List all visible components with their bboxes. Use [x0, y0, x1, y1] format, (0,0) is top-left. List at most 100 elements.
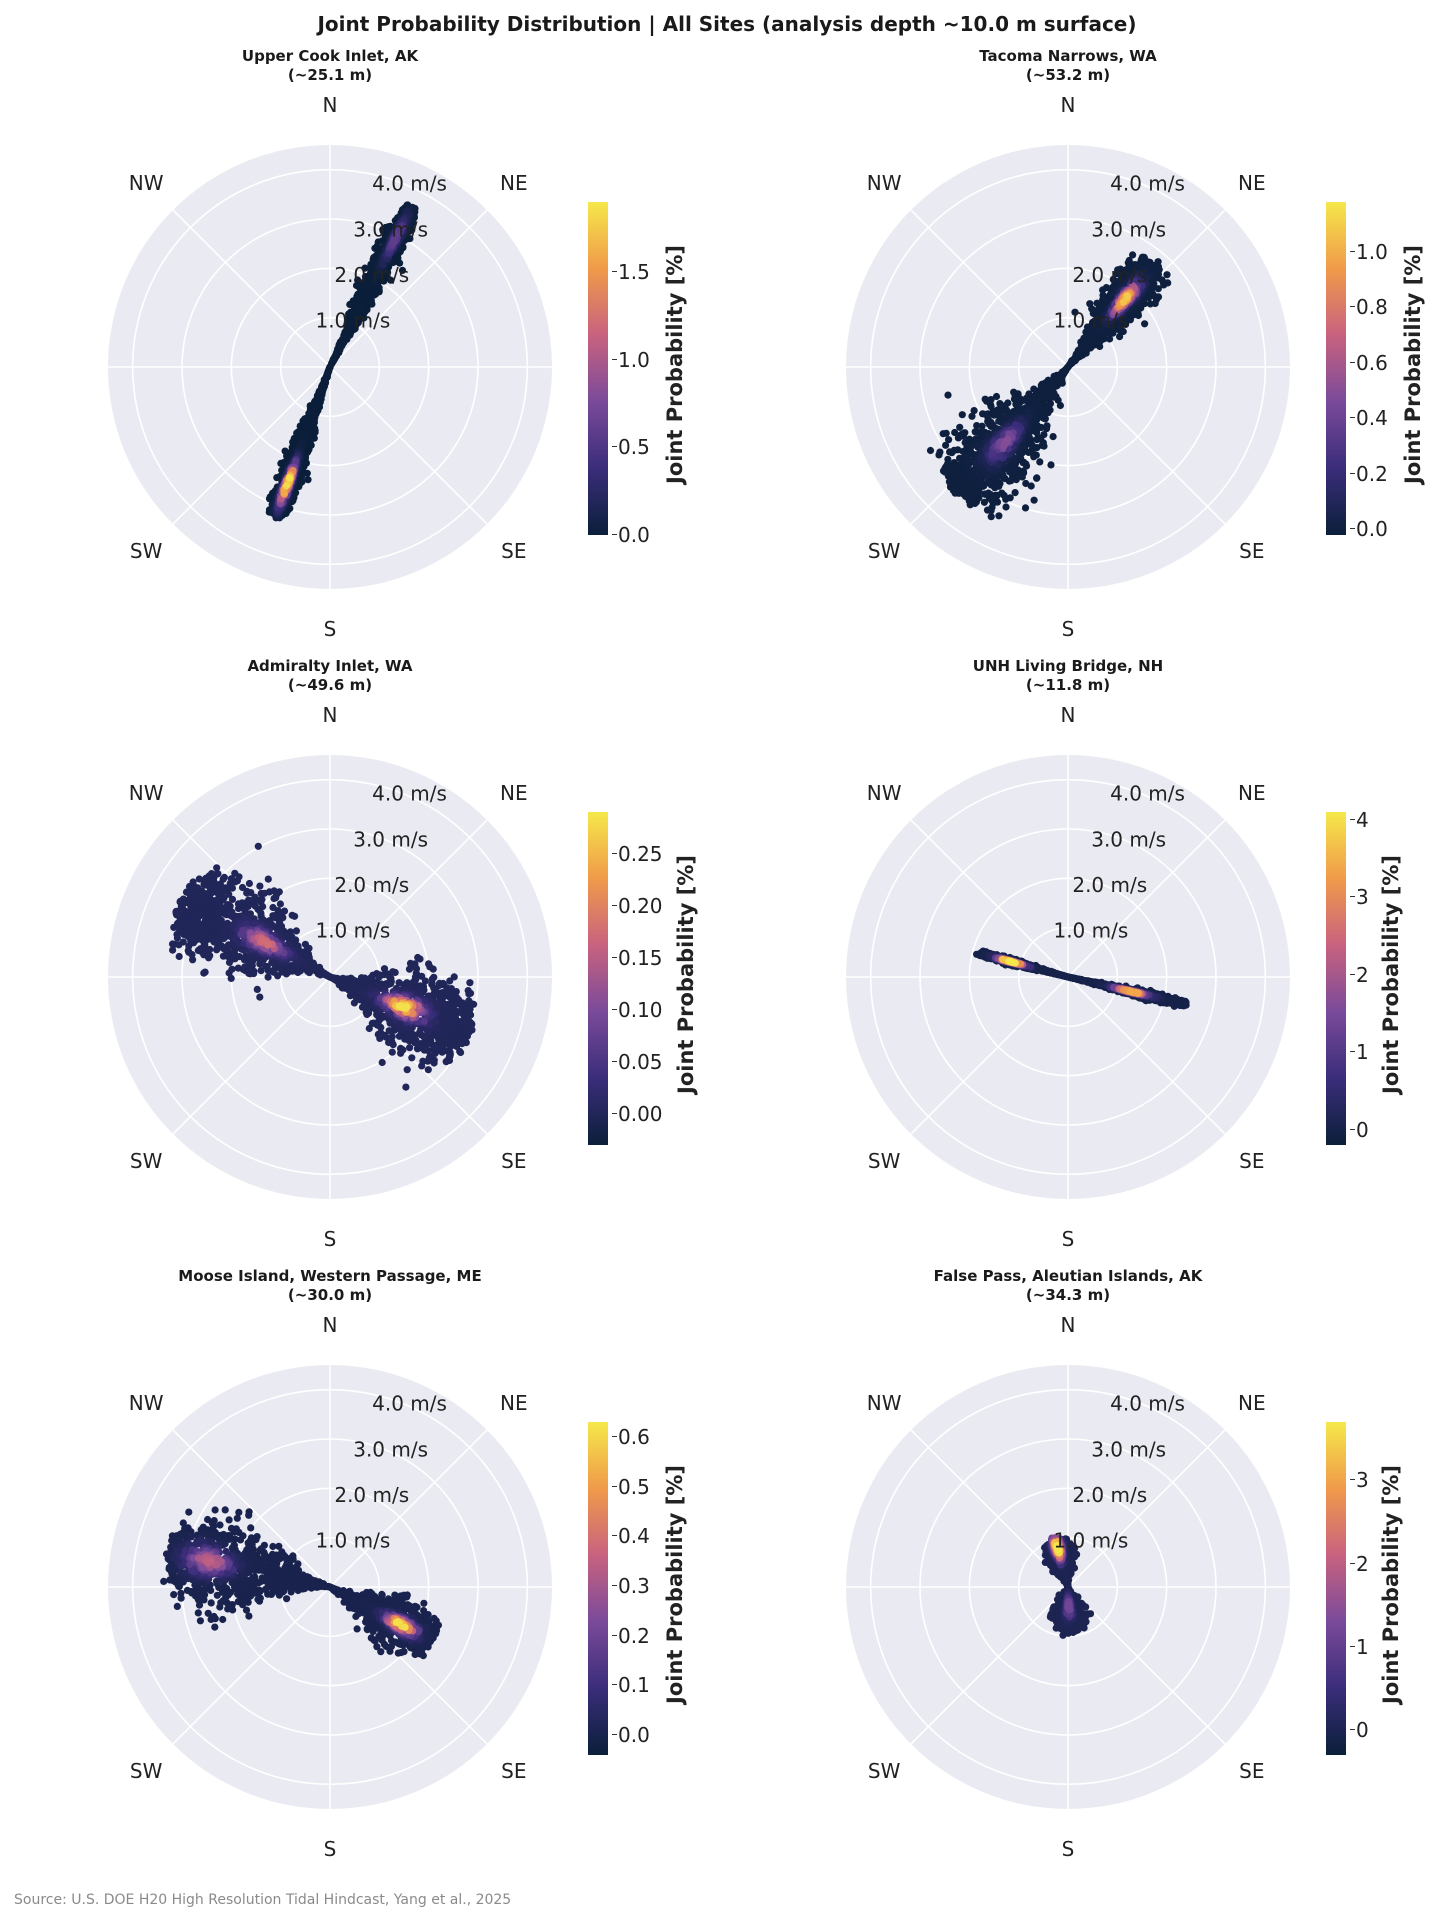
radial-gridline [181, 218, 479, 516]
radial-tick-label: 1.0 m/s [1053, 308, 1128, 332]
scatter-point [256, 882, 264, 890]
scatter-point [205, 913, 213, 921]
colorbar-tick-label: 0.4 [1350, 406, 1388, 431]
scatter-point [993, 491, 1001, 499]
scatter-point [1047, 461, 1055, 469]
colorbar-tick-label: 0.5 [612, 435, 650, 460]
scatter-point [466, 979, 474, 987]
angular-gridline [172, 366, 331, 525]
scatter-point [200, 909, 208, 917]
scatter-point [375, 973, 383, 981]
scatter-point [388, 1048, 396, 1056]
colorbar [588, 202, 608, 535]
angular-gridline [1067, 366, 1226, 525]
scatter-point [956, 423, 964, 431]
scatter-point [264, 875, 272, 883]
scatter-point [257, 889, 265, 898]
scatter-point [257, 967, 265, 975]
scatter-point [254, 842, 262, 850]
scatter-point [961, 457, 969, 465]
radial-tick-label: 3.0 m/s [353, 217, 428, 241]
scatter-point [288, 911, 296, 919]
radial-gridline [279, 316, 381, 418]
scatter-point [958, 487, 966, 495]
scatter-point [1044, 387, 1052, 395]
scatter-point [429, 965, 437, 973]
scatter-point [169, 946, 177, 954]
scatter-point [1049, 433, 1057, 441]
colorbar-tick-label: 1.5 [612, 260, 650, 285]
direction-label: NE [1238, 171, 1266, 195]
radial-gridline [968, 267, 1168, 467]
scatter-point [973, 422, 981, 430]
scatter-point [1036, 458, 1044, 466]
scatter-point [984, 410, 992, 418]
scatter-point [234, 904, 243, 913]
radial-tick-label: 2.0 m/s [334, 263, 409, 287]
scatter-point [970, 407, 978, 415]
colorbar-tick-label: 0.0 [1350, 517, 1388, 542]
scatter-point [377, 1023, 385, 1032]
scatter-point [936, 448, 944, 456]
scatter-point [421, 977, 429, 985]
scatter-point [945, 436, 953, 444]
scatter-point [235, 953, 243, 961]
scatter-point [391, 968, 399, 977]
scatter-point [942, 429, 950, 437]
scatter-point [228, 965, 236, 973]
radial-tick-label: 4.0 m/s [372, 172, 447, 196]
direction-label: SE [501, 539, 526, 563]
direction-label: N [323, 93, 338, 117]
scatter-point [424, 1066, 432, 1074]
angular-gridline [172, 209, 331, 368]
scatter-point [385, 1027, 393, 1035]
scatter-point [1163, 271, 1171, 279]
scatter-point [292, 927, 300, 935]
radial-tick-label: 1.0 m/s [315, 308, 390, 332]
scatter-point [1021, 504, 1030, 512]
colorbar-label: Joint Probability [%] [663, 244, 687, 484]
scatter-point [403, 1066, 411, 1074]
panel-title: Tacoma Narrows, WA (~53.2 m) [818, 47, 1318, 85]
scatter-point [959, 432, 967, 440]
scatter-point [980, 498, 988, 506]
scatter-point [283, 482, 291, 490]
panel-title: Upper Cook Inlet, AK (~25.1 m) [80, 47, 580, 85]
scatter-point [215, 911, 223, 919]
scatter-point [200, 880, 208, 888]
colorbar-tick-label: 0.0 [612, 523, 650, 547]
direction-label: S [324, 617, 337, 641]
scatter-point [213, 864, 221, 872]
scatter-point [200, 919, 208, 927]
scatter-point [241, 963, 249, 971]
scatter-point [397, 1044, 405, 1052]
scatter-point [405, 965, 414, 973]
scatter-point [1027, 482, 1035, 490]
panel-depth: (~25.1 m) [287, 66, 373, 84]
scatter-point [416, 955, 424, 963]
scatter-point [1071, 308, 1079, 316]
polar-plot: 1.0 m/s2.0 m/s3.0 m/s4.0 m/sNNEESESSWWNW [846, 93, 1290, 641]
scatter-point [992, 392, 1001, 401]
colorbar-tick-label: 0.8 [1350, 295, 1388, 320]
scatter-point [189, 956, 197, 964]
scatter-point [228, 895, 237, 903]
panel-depth: (~53.2 m) [1025, 66, 1111, 84]
figure-title: Joint Probability Distribution | All Sit… [317, 12, 1137, 36]
direction-label: NW [129, 171, 164, 195]
scatter-point [206, 952, 214, 960]
scatter-point [1012, 421, 1020, 429]
radial-gridline [869, 168, 1267, 566]
scatter-point [440, 1016, 448, 1024]
scatter-point [175, 952, 183, 961]
direction-label: S [1062, 617, 1075, 641]
scatter-point [380, 1031, 388, 1039]
scatter-point [227, 974, 235, 982]
scatter-point [390, 238, 398, 246]
scatter-point [398, 266, 407, 274]
scatter-point [1030, 496, 1038, 504]
colorbar-label: Joint Probability [%] [1401, 244, 1425, 484]
scatter-point [228, 884, 236, 892]
scatter-point [976, 454, 984, 462]
source-note: Source: U.S. DOE H20 High Resolution Tid… [14, 1892, 512, 1908]
